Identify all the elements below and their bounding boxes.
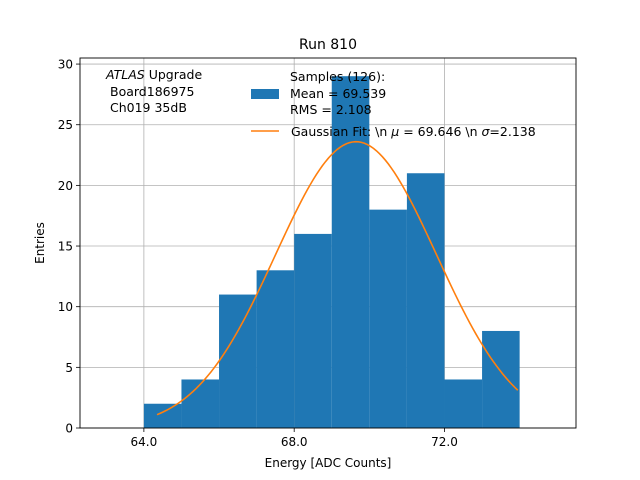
y-tick-label: 30 [58,58,73,72]
legend-samples-line2: Mean = 69.539 [290,86,386,101]
gaussian-fit-line [156,140,519,416]
legend-fit-sigma: σ [481,124,490,139]
y-axis-label: Entries [33,222,47,264]
y-tick-label: 25 [58,118,73,132]
run-annotation: ATLAS Upgrade Board186975 Ch019 35dB [105,67,202,115]
x-tick-label: 68.0 [281,435,308,449]
x-tick-label: 64.0 [131,435,158,449]
legend-fit-label: Gaussian Fit: \n μ = 69.646 \n σ=2.138 [291,124,536,139]
x-tick-label: 72.0 [431,435,458,449]
legend: Samples (126): Mean = 69.539 RMS = 2.108… [251,69,536,139]
legend-samples-swatch [251,89,279,99]
histogram-bar [143,403,182,428]
chart-title: Run 810 [299,37,357,53]
legend-fit-mid: = 69.646 \n [399,124,481,139]
histogram-bars [143,76,520,429]
y-tick-label: 10 [58,300,73,314]
experiment-name: ATLAS [105,67,145,82]
y-axis-ticks: 0 5 10 15 20 25 30 [58,58,80,436]
histogram-bar [256,270,295,428]
x-axis-ticks: 64.0 68.0 72.0 [131,428,458,449]
channel-label: Ch019 35dB [110,100,187,115]
y-tick-label: 20 [58,179,73,193]
histogram-bar [369,209,407,428]
board-label: Board186975 [110,84,194,99]
histogram-bar [406,173,445,428]
y-tick-label: 5 [65,361,73,375]
experiment-label: ATLAS Upgrade [105,67,202,82]
histogram-bar [219,294,257,428]
histogram-bar [444,379,483,428]
legend-fit-prefix: Gaussian Fit: \n [291,124,391,139]
x-axis-label: Energy [ADC Counts] [265,456,392,470]
plot-frame [79,57,577,429]
legend-samples-line3: RMS = 2.108 [290,102,372,117]
legend-fit-suffix: =2.138 [489,124,535,139]
histogram-bar [482,330,520,428]
experiment-suffix: Upgrade [145,67,203,82]
histogram-bar [294,233,332,428]
legend-samples-line1: Samples (126): [290,69,385,84]
histogram-bar [181,379,220,428]
histogram-bar [331,76,370,429]
y-tick-label: 0 [65,422,73,436]
legend-fit-mu: μ [390,124,399,139]
y-tick-label: 15 [58,240,73,254]
